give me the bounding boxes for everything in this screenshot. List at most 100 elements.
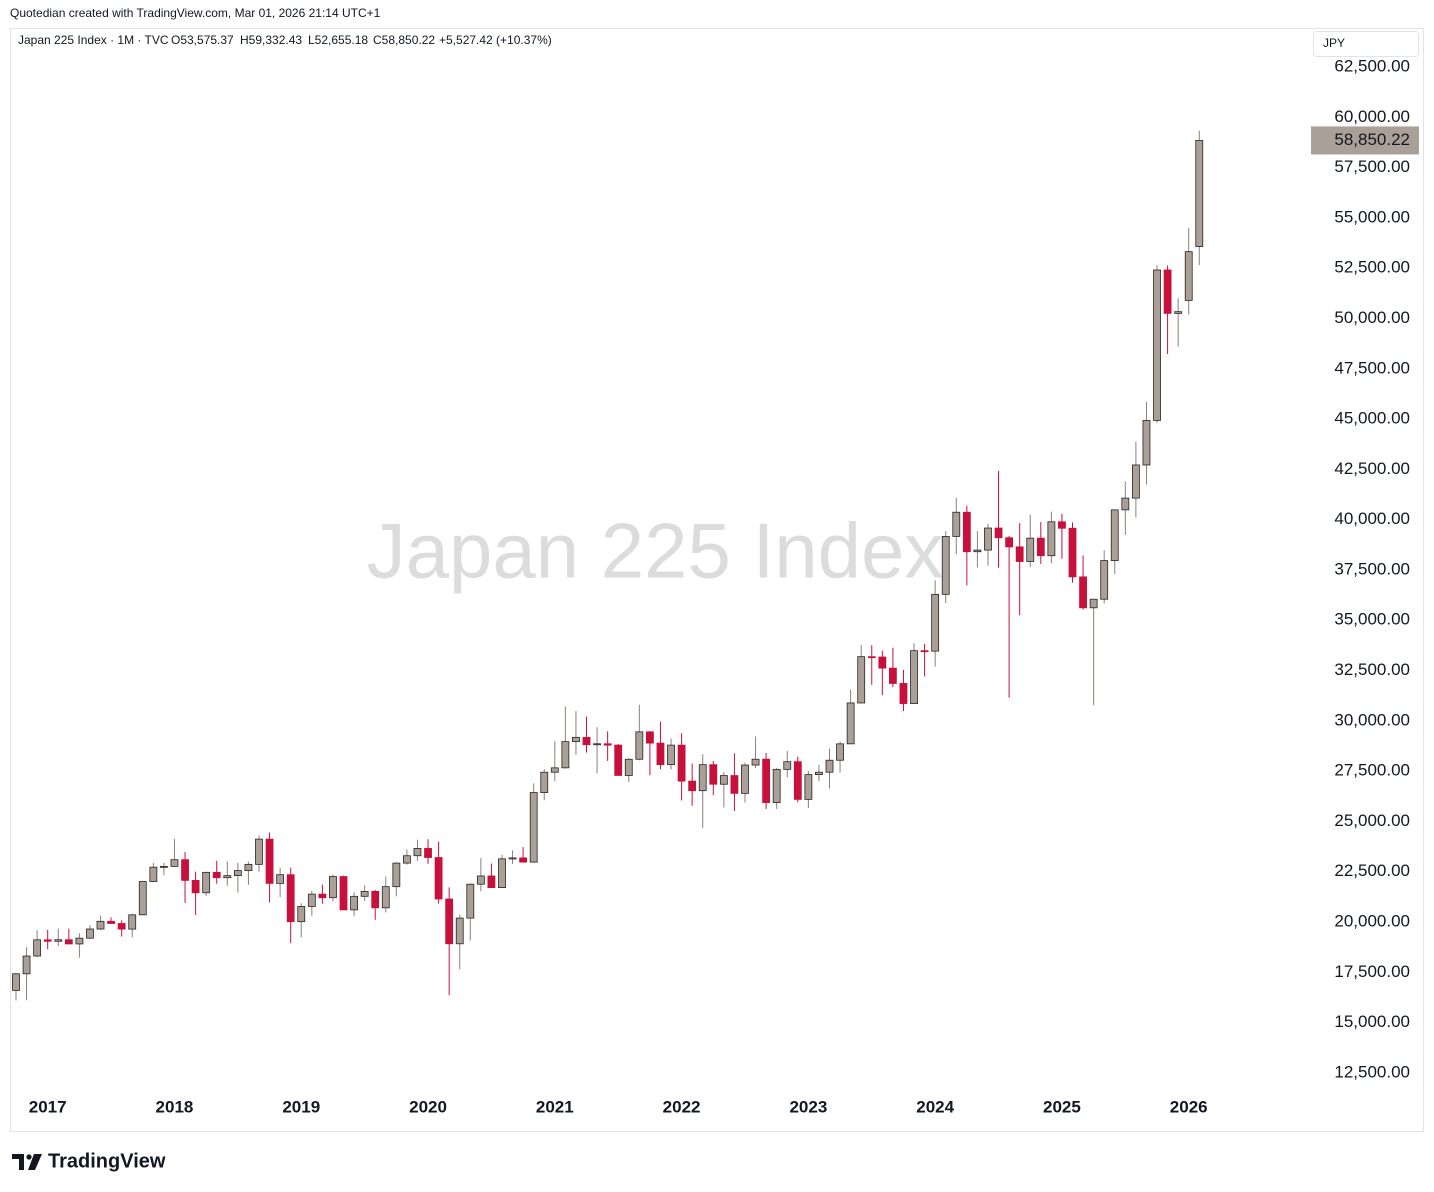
- y-tick-label: 30,000.00: [1334, 710, 1410, 729]
- candle-body: [572, 736, 580, 743]
- candle-body: [424, 848, 432, 858]
- candle-body: [191, 879, 200, 894]
- candle-body: [772, 768, 781, 803]
- candle-body: [910, 650, 918, 704]
- candle-body: [307, 893, 316, 907]
- candle-body: [888, 667, 897, 684]
- candle-body: [476, 875, 485, 885]
- candle-body: [360, 890, 369, 897]
- candle-body: [656, 742, 665, 766]
- candle-body: [540, 771, 549, 793]
- y-tick-label: 47,500.00: [1334, 358, 1410, 377]
- candle-body: [688, 780, 697, 792]
- candle-body: [1058, 521, 1066, 529]
- y-tick-label: 62,500.00: [1334, 57, 1410, 76]
- candle-body: [751, 758, 760, 766]
- candle-body: [54, 939, 63, 942]
- y-tick-label: 32,500.00: [1334, 660, 1410, 679]
- candle-body: [1142, 420, 1151, 466]
- candle-body: [75, 937, 84, 945]
- ohlc-open: O53,575.37: [171, 33, 234, 47]
- candle-body: [138, 881, 147, 916]
- candle-body: [783, 761, 792, 770]
- candle-body: [117, 923, 126, 930]
- candle-body: [255, 838, 263, 865]
- candle-body: [984, 527, 992, 551]
- candle-body: [371, 890, 380, 909]
- candle-body: [1110, 509, 1119, 561]
- y-tick-label: 12,500.00: [1334, 1062, 1410, 1081]
- candle-body: [445, 898, 454, 945]
- candle-body: [1121, 497, 1130, 511]
- candle-body: [698, 764, 707, 792]
- y-tick-label: 15,000.00: [1334, 1012, 1410, 1031]
- candle-body: [582, 736, 591, 746]
- candle-body: [434, 857, 443, 900]
- candle-body: [128, 914, 137, 930]
- ohlc-change: +5,527.42 (+10.37%): [439, 33, 552, 47]
- x-tick-label: 2025: [1043, 1097, 1081, 1116]
- candle-body: [529, 792, 538, 863]
- y-tick-label: 22,500.00: [1334, 861, 1410, 880]
- candle-body: [318, 893, 327, 899]
- last-price-label: 58,850.22: [1334, 130, 1410, 149]
- candle-body: [1047, 521, 1056, 557]
- x-tick-label: 2026: [1170, 1097, 1208, 1116]
- candle-body: [719, 775, 728, 785]
- currency: JPY: [1323, 36, 1345, 50]
- candle-body: [973, 549, 982, 553]
- candle-body: [1015, 546, 1024, 562]
- candle-body: [603, 743, 612, 746]
- x-tick-label: 2021: [536, 1097, 574, 1116]
- x-tick-label: 2018: [156, 1097, 194, 1116]
- candle-body: [635, 731, 644, 760]
- candle-body: [487, 875, 496, 888]
- candle-body: [33, 939, 42, 957]
- ohlc-low: L52,655.18: [308, 33, 368, 47]
- candle-body: [646, 731, 654, 744]
- candle-body: [709, 764, 718, 785]
- y-tick-label: 27,500.00: [1334, 761, 1410, 780]
- candle-body: [96, 920, 105, 930]
- candle-body: [1195, 140, 1204, 247]
- candle-body: [846, 702, 855, 745]
- candle-body: [244, 863, 253, 872]
- candle-body: [381, 886, 390, 909]
- candle-body: [1026, 537, 1035, 562]
- candle-body: [181, 859, 189, 881]
- candle-body: [1079, 576, 1087, 609]
- candle-body: [1089, 598, 1098, 609]
- x-tick-label: 2019: [282, 1097, 320, 1116]
- candle-body: [170, 859, 179, 867]
- x-tick-label: 2023: [789, 1097, 827, 1116]
- watermark: Japan 225 Index: [367, 507, 944, 595]
- y-tick-label: 17,500.00: [1334, 962, 1410, 981]
- y-tick-label: 35,000.00: [1334, 610, 1410, 629]
- candle-body: [1131, 464, 1140, 499]
- candle-body: [667, 744, 675, 766]
- frame: [10, 28, 1424, 1132]
- y-tick-label: 52,500.00: [1334, 258, 1410, 277]
- candle-body: [297, 906, 306, 923]
- candle-body: [878, 656, 887, 669]
- candle-body: [867, 656, 876, 659]
- candle-body: [498, 858, 506, 888]
- candle-body: [403, 855, 411, 864]
- x-tick-label: 2022: [663, 1097, 701, 1116]
- symbol: Japan 225 Index · 1M · TVC: [18, 33, 169, 47]
- last-price-box: [1311, 126, 1419, 155]
- y-tick-label: 50,000.00: [1334, 308, 1410, 327]
- candle-body: [413, 848, 422, 857]
- candle-body: [899, 683, 908, 704]
- y-tick-label: 20,000.00: [1334, 911, 1410, 930]
- currency-box[interactable]: [1313, 31, 1419, 57]
- candle-body: [508, 857, 517, 860]
- candle-body: [22, 955, 31, 975]
- y-tick-label: 45,000.00: [1334, 409, 1410, 428]
- y-tick-label: 60,000.00: [1334, 107, 1410, 126]
- candle-body: [815, 771, 823, 775]
- x-tick-label: 2020: [409, 1097, 447, 1116]
- y-tick-label: 55,000.00: [1334, 207, 1410, 226]
- candle-body: [793, 761, 802, 800]
